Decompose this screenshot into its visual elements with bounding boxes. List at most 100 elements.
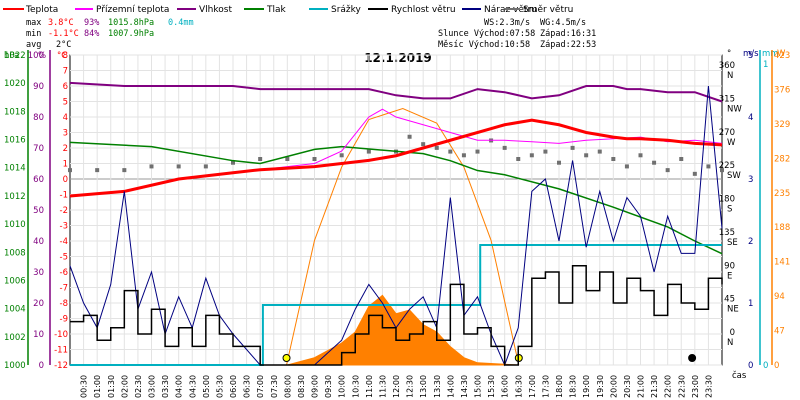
- wind-dir-point: [407, 134, 412, 139]
- tick-pct: 70: [33, 144, 44, 154]
- tick-c: -11: [54, 346, 68, 356]
- tick-x: 10:00: [338, 375, 347, 398]
- wind-dir-point: [461, 153, 466, 158]
- tick-x: 04:00: [175, 375, 184, 398]
- wind-dir-point: [122, 168, 127, 173]
- tick-c: 0: [63, 175, 68, 185]
- wind-dir-point: [665, 168, 670, 173]
- tick-x: 21:00: [637, 375, 646, 398]
- info-moon: Měsíc Východ:10:58: [438, 40, 530, 50]
- wind-dir-point: [149, 164, 154, 169]
- wind-dir-point: [692, 171, 697, 176]
- axis-label-hpa: hPa: [4, 51, 19, 61]
- tick-x: 04:30: [188, 375, 197, 398]
- tick-c: -3: [60, 222, 68, 232]
- tick-x: 08:00: [283, 375, 292, 398]
- legend-label-rychlost: Rychlost větru: [391, 5, 456, 15]
- wind-dir-point: [502, 145, 507, 150]
- wind-dir-point: [203, 164, 208, 169]
- series-naraz: [69, 85, 723, 367]
- tick-pct: 60: [33, 175, 44, 185]
- tick-pct: 20: [33, 299, 44, 309]
- tick-hpa: 1008: [4, 248, 26, 258]
- wind-dir-point: [95, 168, 100, 173]
- wind-dir-point: [557, 160, 561, 165]
- legend-item-prizemni-teplota: Přízemní teplota: [75, 5, 169, 15]
- axis-label-w: W: [777, 49, 786, 59]
- wind-dir-point: [597, 149, 602, 154]
- tick-x: 23:00: [691, 375, 700, 398]
- tick-dir-deg: 315: [719, 94, 735, 104]
- tick-x: 16:00: [501, 375, 510, 398]
- wind-dir-point: [543, 149, 548, 154]
- info-ws: WS:2.3m/s: [484, 18, 530, 28]
- tick-x: 20:00: [609, 375, 618, 398]
- tick-x: 15:00: [474, 375, 483, 398]
- stat-avg-temp: 2°C: [56, 40, 71, 50]
- tick-hpa: 1020: [4, 79, 26, 89]
- tick-x: 07:00: [256, 375, 265, 398]
- tick-pct: 100: [28, 51, 44, 61]
- tick-x: 10:30: [351, 375, 360, 398]
- tick-w: 47: [774, 327, 785, 337]
- tick-x: 16:30: [514, 375, 523, 398]
- tick-c: 2: [63, 144, 68, 154]
- wind-dir-point: [339, 153, 344, 158]
- tick-hpa: 1002: [4, 333, 26, 343]
- tick-hpa: 1022: [4, 51, 26, 61]
- tick-x: 19:00: [582, 375, 591, 398]
- wind-dir-point: [584, 153, 589, 158]
- tick-x: 13:30: [433, 375, 442, 398]
- tick-x: 14:30: [460, 375, 469, 398]
- tick-ms: 0: [748, 361, 753, 371]
- legend-label-srazky: Srážky: [331, 5, 362, 15]
- tick-c: -9: [60, 315, 68, 325]
- series-tlak: [69, 141, 723, 255]
- tick-w: 188: [774, 223, 790, 233]
- tick-x: 02:00: [120, 375, 129, 398]
- tick-dir-name: S: [727, 205, 732, 215]
- tick-c: -5: [60, 253, 68, 263]
- tick-dir-deg: 0: [730, 328, 735, 338]
- stat-min-label: min: [26, 29, 41, 39]
- tick-x: 01:30: [107, 375, 116, 398]
- tick-x: 07:30: [270, 375, 279, 398]
- tick-x: 01:00: [93, 375, 102, 398]
- tick-ms: 4: [748, 113, 753, 123]
- tick-x: 19:30: [596, 375, 605, 398]
- wind-dir-point: [421, 142, 426, 147]
- wind-dir-point: [516, 157, 521, 161]
- tick-x: 11:30: [378, 375, 387, 398]
- tick-dir-name: SE: [727, 238, 738, 248]
- tick-x: 22:30: [677, 375, 686, 398]
- legend-label-vlhkost: Vlhkost: [199, 5, 232, 15]
- stat-min-temp: -1.1°C: [48, 29, 79, 39]
- legend-item-tlak: Tlak: [244, 5, 287, 15]
- stat-max-temp: 3.8°C: [48, 18, 74, 28]
- tick-w: 141: [774, 258, 790, 268]
- legend-label-smer: Směr větru: [523, 5, 573, 15]
- info-moonset: Západ:22:53: [540, 40, 596, 50]
- tick-x: 20:30: [623, 375, 632, 398]
- tick-dir-name: W: [727, 138, 736, 148]
- tick-c: -7: [60, 284, 68, 294]
- tick-c: -2: [60, 206, 68, 216]
- wind-dir-point: [652, 160, 657, 165]
- tick-ms: 1: [748, 299, 753, 309]
- tick-hpa: 1004: [4, 305, 26, 315]
- legend: Teplota Přízemní teplota Vlhkost Tlak Sr…: [3, 5, 573, 15]
- axis-label-dir: °: [727, 49, 731, 59]
- tick-x: 06:00: [229, 375, 238, 398]
- tick-c: -4: [60, 237, 68, 247]
- tick-pct: 10: [33, 330, 44, 340]
- stat-max-press: 1015.8hPa: [108, 18, 154, 28]
- tick-w: 0: [774, 361, 779, 371]
- series-rychlost: [70, 265, 723, 366]
- tick-dir-deg: 180: [719, 195, 735, 205]
- wind-dir-point: [611, 157, 616, 161]
- info-wg: WG:4.5m/s: [540, 18, 586, 28]
- tick-w: 423: [774, 51, 790, 61]
- tick-dir-name: N: [727, 338, 733, 348]
- axis-label-mm: mm: [762, 49, 779, 59]
